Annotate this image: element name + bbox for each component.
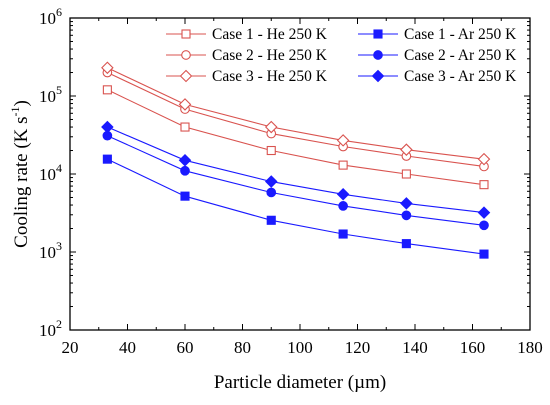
data-point xyxy=(178,153,192,167)
data-point xyxy=(101,120,114,134)
series-line xyxy=(107,158,485,255)
legend-marker xyxy=(371,69,385,83)
data-point xyxy=(400,197,413,210)
x-tick-label: 120 xyxy=(345,338,371,357)
x-tick-label: 60 xyxy=(177,338,194,357)
data-point xyxy=(479,180,489,190)
legend-marker xyxy=(179,69,193,83)
y-tick-label: 103 xyxy=(39,239,62,262)
data-point xyxy=(479,249,489,259)
y-tick-label: 105 xyxy=(39,83,62,106)
data-point xyxy=(338,201,348,211)
legend-marker xyxy=(181,29,191,39)
y-tick-label: 104 xyxy=(39,161,62,184)
data-point xyxy=(477,152,491,166)
legend-label: Case 3 - Ar 250 K xyxy=(404,68,517,85)
x-tick-label: 20 xyxy=(62,338,79,357)
data-point xyxy=(477,206,491,219)
series-line xyxy=(107,89,485,186)
x-tick-label: 40 xyxy=(119,338,136,357)
y-axis-title-close: ) xyxy=(11,100,32,106)
data-point xyxy=(180,122,190,132)
legend-label: Case 1 - He 250 K xyxy=(212,26,328,43)
legend-marker xyxy=(181,50,191,60)
legend-label: Case 1 - Ar 250 K xyxy=(404,26,517,43)
y-tick-label-exponent: 4 xyxy=(56,161,62,175)
y-tick-label-base: 10 xyxy=(39,87,56,106)
x-tick-label: 160 xyxy=(460,338,486,357)
series-lines xyxy=(107,67,485,255)
y-tick-label-base: 10 xyxy=(39,243,56,262)
y-axis-title-superscript: -1 xyxy=(8,106,22,116)
data-point xyxy=(401,210,412,221)
x-tick-label: 100 xyxy=(287,338,313,357)
y-axis-title: Cooling rate (K s-1) xyxy=(8,100,32,248)
data-point xyxy=(336,134,350,147)
data-point xyxy=(401,169,411,179)
legend-marker xyxy=(373,29,383,39)
data-point xyxy=(266,215,276,225)
data-point xyxy=(102,85,112,95)
data-point xyxy=(338,160,348,170)
data-point xyxy=(266,187,277,198)
data-point xyxy=(101,61,114,75)
x-tick-label: 180 xyxy=(517,338,543,357)
y-tick-label: 106 xyxy=(39,5,62,28)
y-tick-label-exponent: 6 xyxy=(56,5,62,19)
data-point xyxy=(180,191,190,201)
x-tick-label: 80 xyxy=(234,338,251,357)
data-point xyxy=(102,154,112,164)
y-tick-label-base: 10 xyxy=(39,165,56,184)
legend-label: Case 2 - Ar 250 K xyxy=(404,47,517,64)
y-tick-label-base: 10 xyxy=(39,9,56,28)
x-axis-title: Particle diameter (µm) xyxy=(214,372,386,393)
y-tick-label-exponent: 2 xyxy=(56,317,62,331)
data-point xyxy=(266,145,276,156)
series-line xyxy=(107,72,485,167)
series-line xyxy=(107,135,485,226)
data-point xyxy=(180,165,190,176)
data-point xyxy=(479,220,489,231)
y-tick-label-exponent: 3 xyxy=(56,239,62,253)
data-point xyxy=(401,239,411,249)
legend-label: Case 3 - He 250 K xyxy=(212,68,328,85)
legend-label: Case 2 - He 250 K xyxy=(212,47,328,64)
data-point xyxy=(336,187,350,201)
data-point xyxy=(338,229,348,239)
y-tick-label: 102 xyxy=(39,317,62,340)
data-point xyxy=(264,175,278,188)
y-tick-label-base: 10 xyxy=(39,321,56,340)
x-tick-label: 140 xyxy=(402,338,428,357)
data-point xyxy=(264,120,278,134)
data-point xyxy=(400,143,413,156)
legend-marker xyxy=(373,50,383,60)
y-tick-label-exponent: 5 xyxy=(56,83,62,97)
series-line xyxy=(107,67,485,160)
series-markers xyxy=(101,61,491,259)
legend: Case 1 - He 250 K Case 1 - Ar 250 K Case 2… xyxy=(166,26,517,85)
series-line xyxy=(107,126,485,214)
data-point xyxy=(178,98,192,111)
y-axis-title-main: Cooling rate (K s xyxy=(11,116,32,247)
